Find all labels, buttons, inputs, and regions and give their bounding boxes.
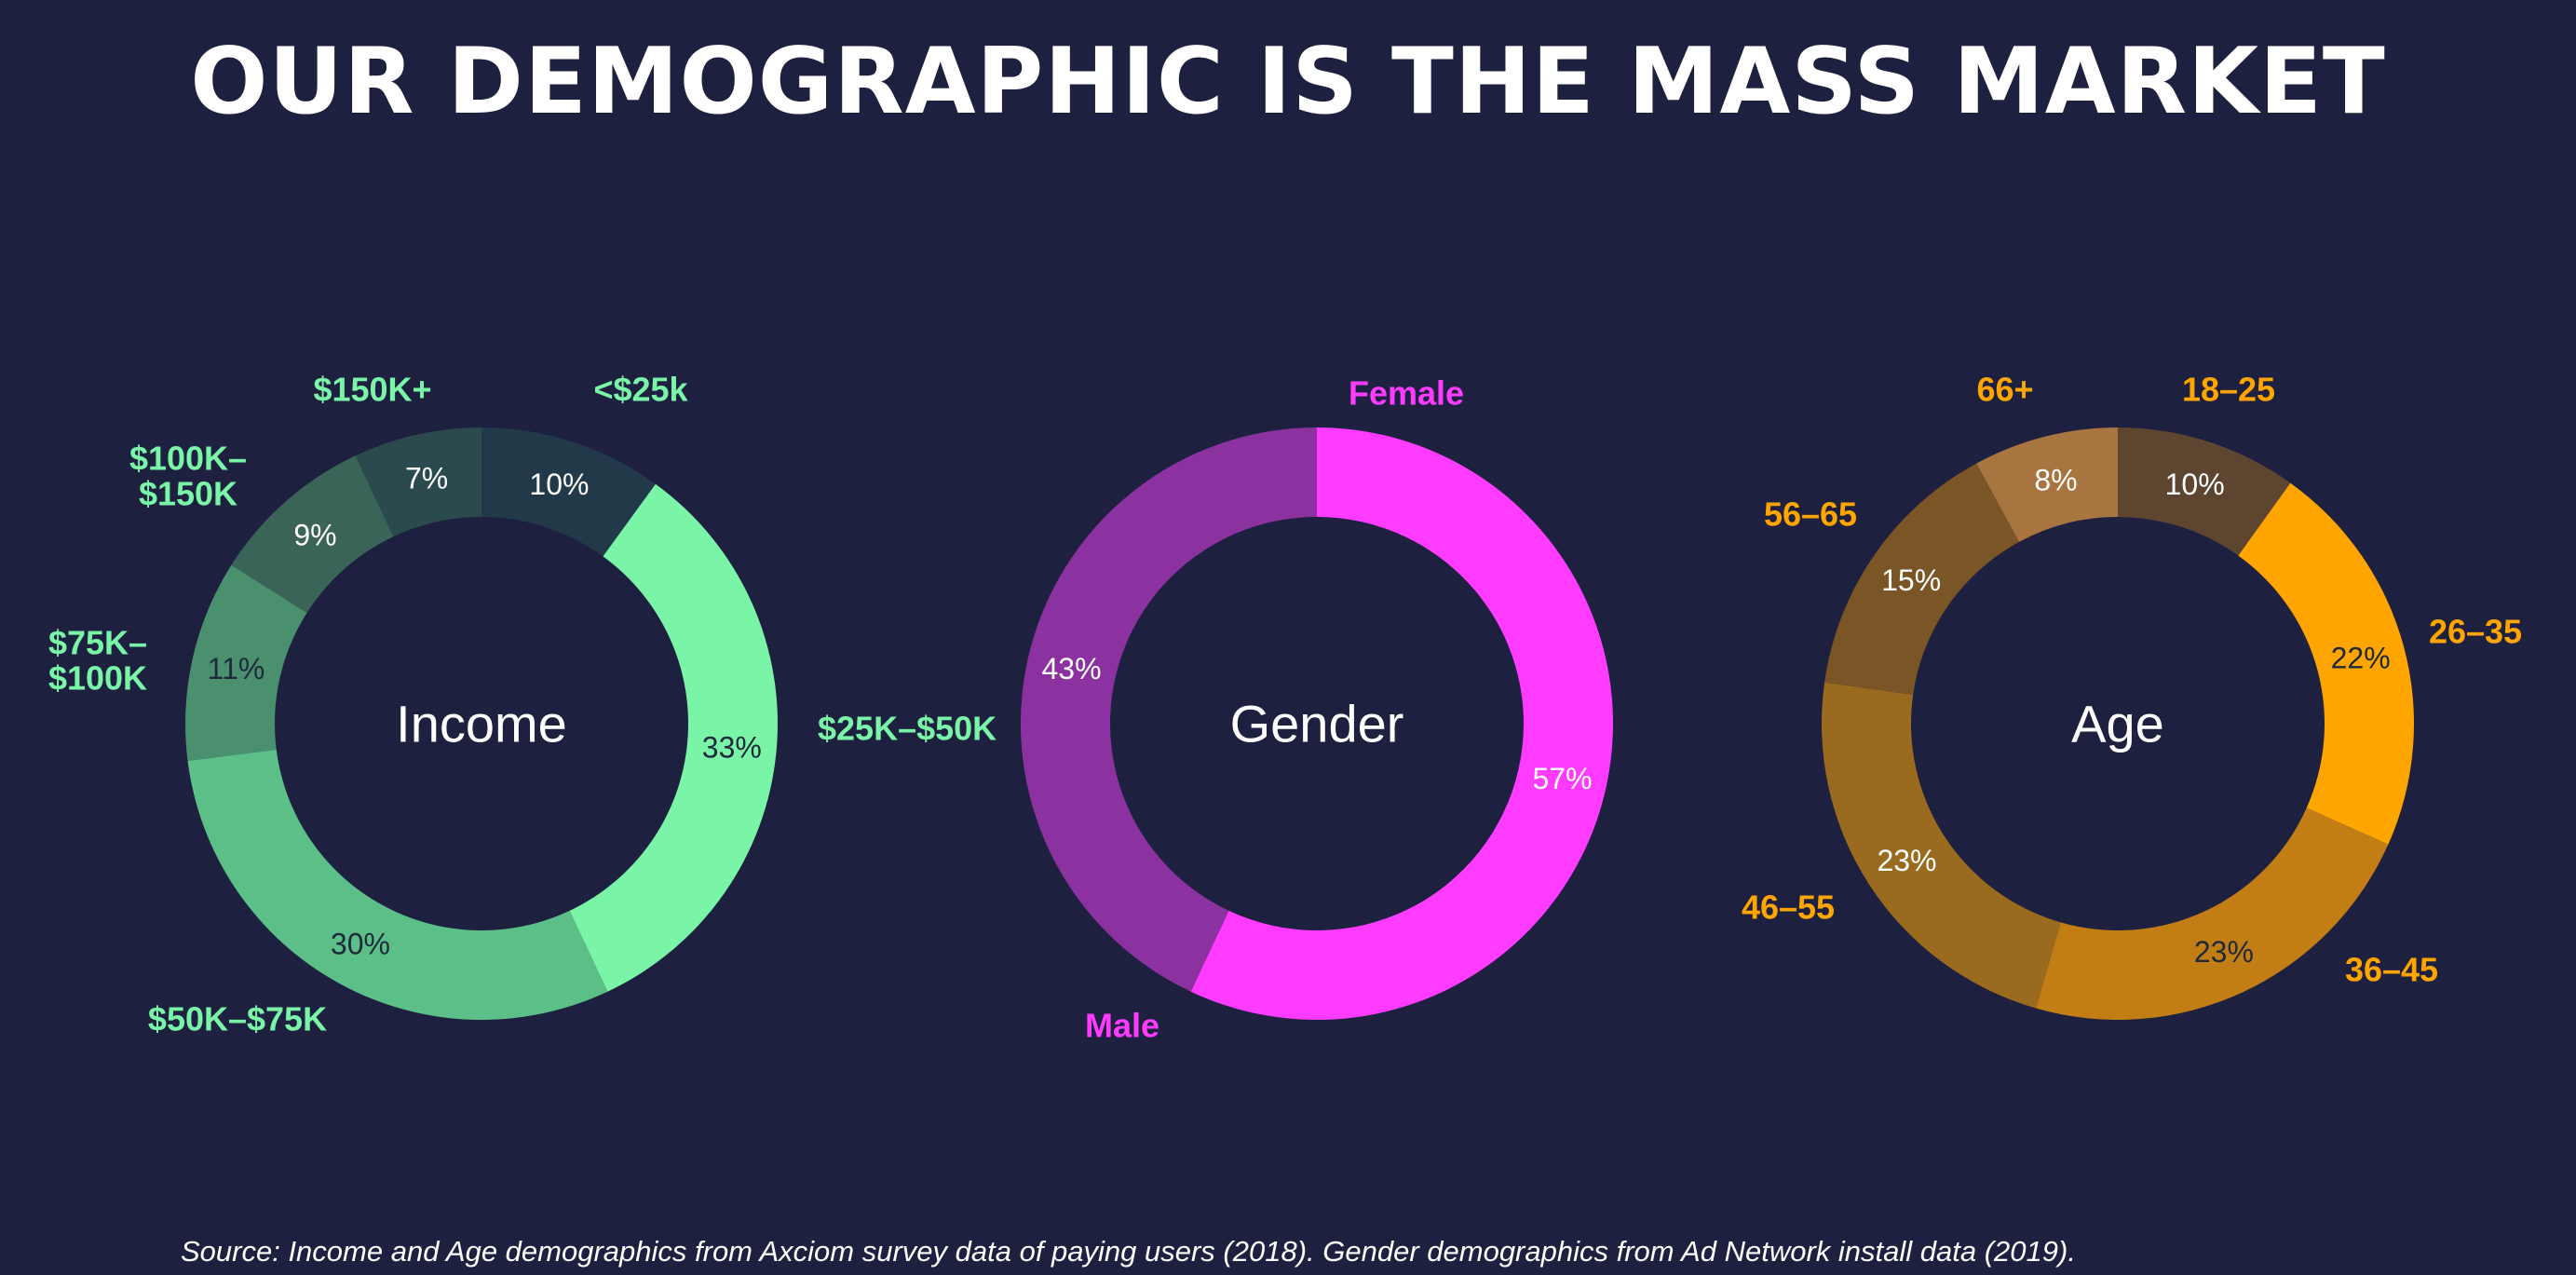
income-pct-label: 10%: [529, 468, 589, 501]
age-slice-66: [1976, 427, 2118, 542]
age-pct-label: 22%: [2331, 641, 2391, 674]
income-slice-100k-150k: [231, 455, 394, 614]
income-category-label: <$25k: [593, 371, 688, 409]
age-donut-chart: 10% 18–25 22% 26–35 23% 36–45 23% 46–55 15% 56–65…: [1742, 371, 2522, 1021]
gender-center-label: Gender: [1230, 695, 1404, 753]
income-category-label: $50K–$75K: [148, 1000, 327, 1038]
income-slice-150k: [355, 427, 481, 537]
income-category-label: $25K–$50K: [818, 710, 997, 748]
age-category-label: 18–25: [2182, 371, 2275, 409]
age-pct-label: 15%: [1881, 563, 1941, 597]
source-note: Source: Income and Age demographics from…: [181, 1235, 2076, 1268]
age-category-label: 56–65: [1764, 495, 1857, 534]
income-pct-label: 33%: [702, 730, 762, 764]
income-pct-label: 9%: [293, 518, 336, 551]
income-category-label: $75K– $100K: [48, 624, 147, 698]
age-pct-label: 10%: [2165, 468, 2225, 501]
income-slice-25k-50k: [569, 483, 778, 992]
age-category-label: 46–55: [1742, 888, 1835, 927]
income-pct-label: 11%: [208, 652, 265, 685]
gender-category-label: Male: [1085, 1007, 1159, 1045]
income-category-label: $150K+: [313, 371, 431, 409]
income-slice-75k-100k: [184, 564, 307, 761]
age-category-label: 36–45: [2345, 951, 2438, 989]
income-donut-chart: 10% <$25k 33% $25K–$50K 30% $50K–$75K 11% $75K–…: [48, 371, 997, 1038]
income-center-label: Income: [396, 695, 567, 753]
income-pct-label: 30%: [331, 928, 390, 961]
gender-slice-male: [1021, 427, 1317, 992]
income-slice-25k: [481, 427, 656, 557]
gender-donut-chart: 57% Female 43% Male Gender: [1021, 374, 1613, 1045]
age-pct-label: 23%: [1877, 844, 1936, 877]
gender-pct-label: 57%: [1532, 762, 1592, 795]
gender-slice-female: [1190, 427, 1613, 1020]
income-category-label: $100K– $150K: [129, 440, 247, 513]
age-pct-label: 8%: [2034, 463, 2077, 496]
income-pct-label: 7%: [405, 462, 448, 495]
age-slice-36-45: [2036, 807, 2389, 1021]
age-category-label: 26–35: [2429, 613, 2522, 651]
income-slice-50k-75k: [187, 749, 608, 1020]
age-slice-56-65: [1824, 463, 2020, 696]
gender-category-label: Female: [1349, 374, 1464, 413]
age-slice-46-55: [1821, 682, 2061, 1009]
age-slice-18-25: [2118, 427, 2291, 556]
age-pct-label: 23%: [2194, 935, 2254, 969]
age-slice-26-35: [2238, 482, 2414, 845]
gender-pct-label: 43%: [1041, 652, 1101, 685]
age-center-label: Age: [2071, 695, 2164, 753]
slide-title: OUR DEMOGRAPHIC IS THE MASS MARKET: [190, 29, 2386, 135]
age-category-label: 66+: [1976, 371, 2033, 409]
